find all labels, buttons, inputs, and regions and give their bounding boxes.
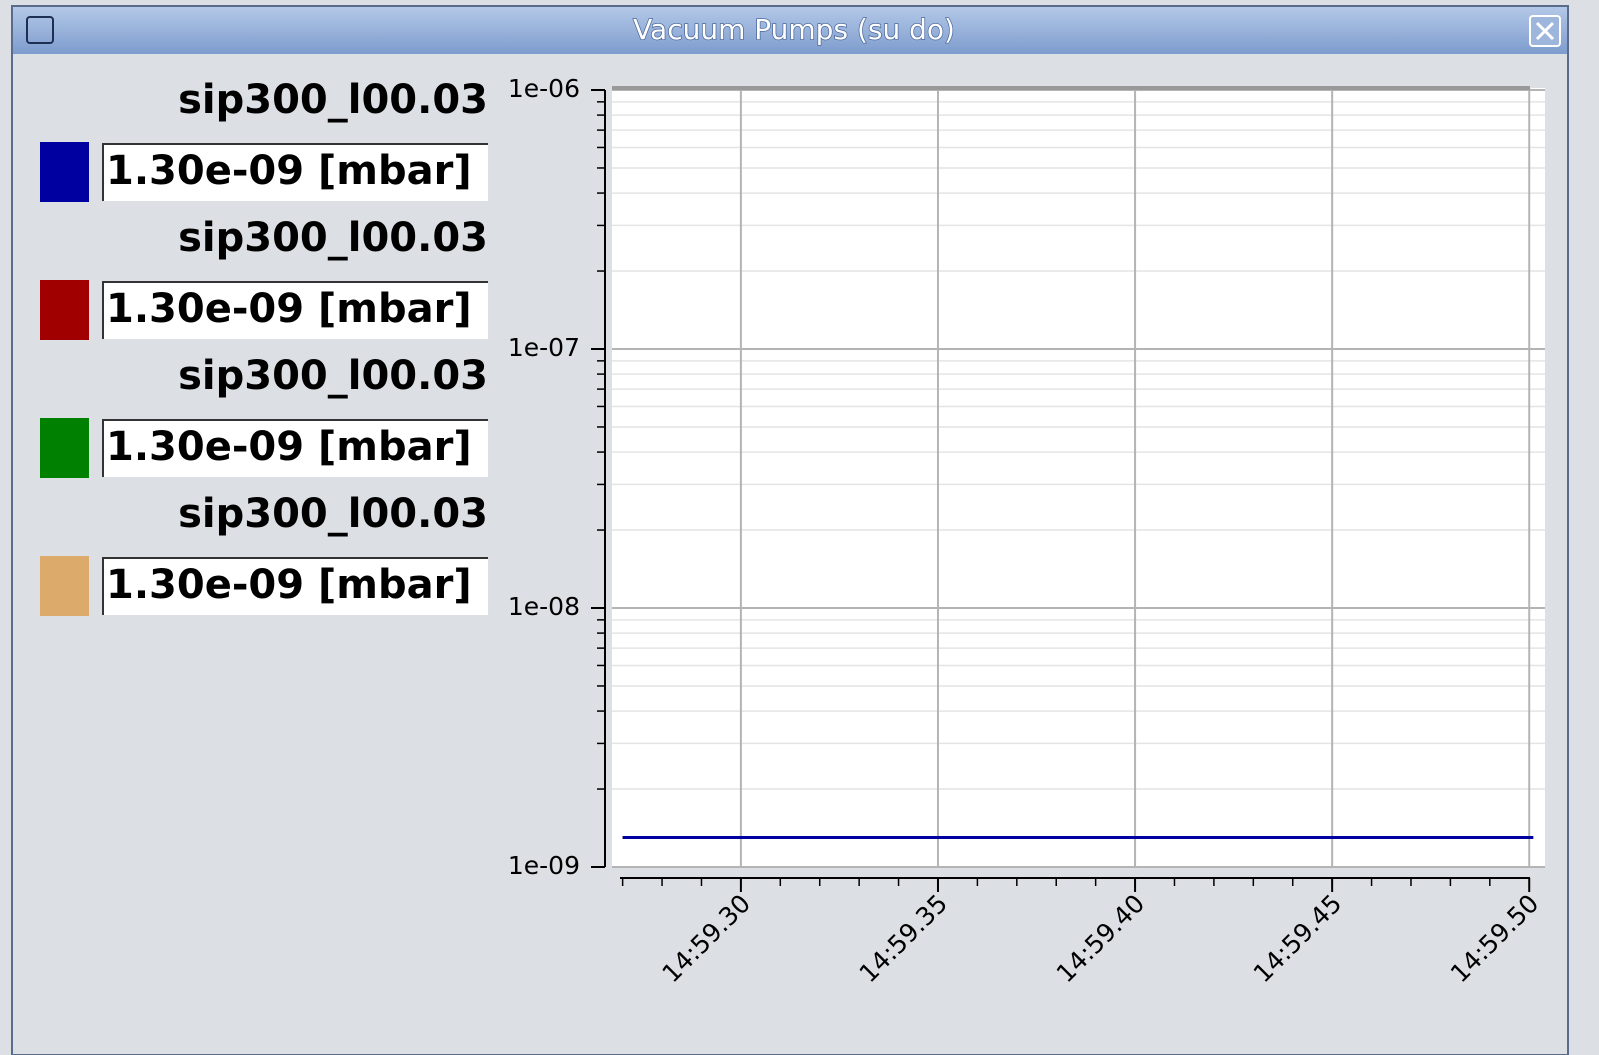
legend-value: 1.30e-09 [mbar] xyxy=(106,286,472,332)
y-tick-label: 1e-08 xyxy=(508,592,580,621)
legend-swatch xyxy=(40,280,89,340)
legend-name: sip300_l00.03 xyxy=(178,215,488,261)
legend-value-box-edge xyxy=(102,557,488,615)
legend-swatch xyxy=(40,556,89,616)
y-tick-label: 1e-09 xyxy=(508,851,580,880)
legend-value-box xyxy=(102,557,488,615)
window-menu-button[interactable] xyxy=(26,16,54,44)
window-title: Vacuum Pumps (su do) xyxy=(633,13,955,46)
plot-area xyxy=(612,88,1545,868)
legend-swatch xyxy=(40,418,89,478)
legend-name: sip300_l00.03 xyxy=(178,353,488,399)
legend-value-box-edge xyxy=(102,281,488,339)
legend-value-box xyxy=(102,419,488,477)
legend-value-box xyxy=(102,143,488,201)
legend-value: 1.30e-09 [mbar] xyxy=(106,148,472,194)
legend-value-box xyxy=(102,281,488,339)
legend-value-box-edge xyxy=(102,143,488,201)
close-button[interactable] xyxy=(1529,15,1561,47)
y-tick-label: 1e-06 xyxy=(508,74,580,103)
title-bar xyxy=(13,7,1567,54)
y-tick-label: 1e-07 xyxy=(508,333,580,362)
legend-value-box-edge xyxy=(102,419,488,477)
legend-name: sip300_l00.03 xyxy=(178,77,488,123)
legend-name: sip300_l00.03 xyxy=(178,491,488,537)
legend-value: 1.30e-09 [mbar] xyxy=(106,424,472,470)
legend-swatch xyxy=(40,142,89,202)
legend-value: 1.30e-09 [mbar] xyxy=(106,562,472,608)
